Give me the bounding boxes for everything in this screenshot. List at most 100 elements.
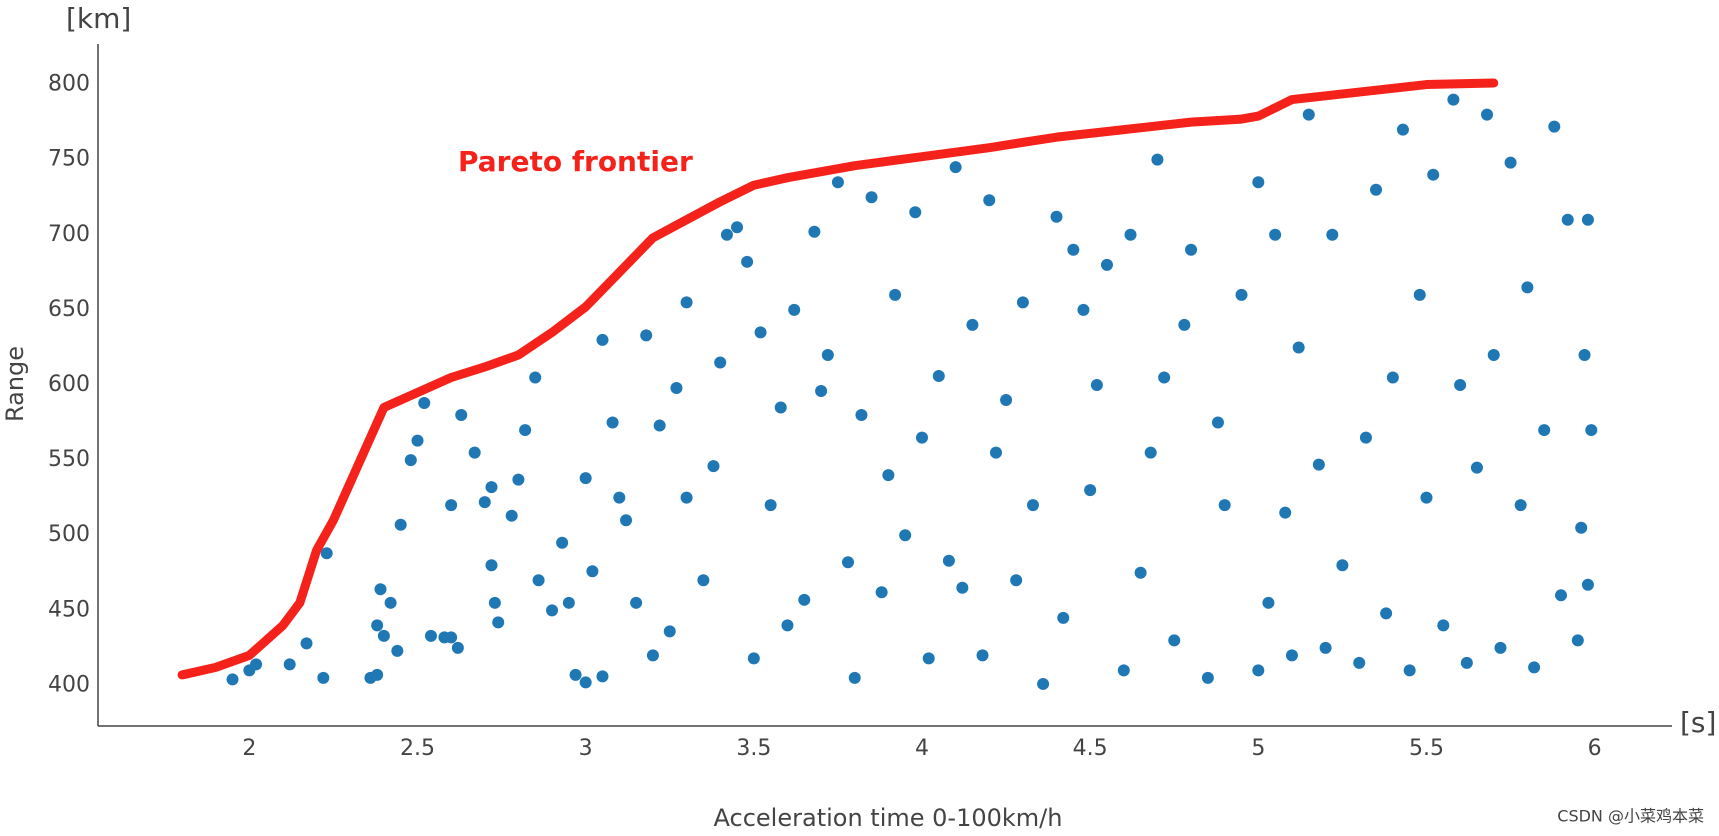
point (942, 554, 955, 567)
point (1581, 213, 1594, 226)
point (1447, 93, 1460, 106)
point (1151, 153, 1164, 166)
point (391, 644, 404, 657)
point (404, 454, 417, 467)
point (788, 303, 801, 316)
point (899, 529, 912, 542)
point (1050, 210, 1063, 223)
point (798, 593, 811, 606)
y-axis-label: Range (1, 346, 29, 422)
point (697, 574, 710, 587)
point (1016, 296, 1029, 309)
point (855, 409, 868, 422)
x-unit: [s] (1680, 706, 1716, 739)
y-tick-label: 500 (48, 522, 90, 547)
x-tick-label: 6 (1588, 736, 1602, 761)
point (774, 401, 787, 414)
point (562, 596, 575, 609)
point (1292, 341, 1305, 354)
point (1158, 371, 1171, 384)
point (1090, 379, 1103, 391)
point (579, 472, 592, 485)
point (606, 416, 619, 429)
point (1386, 371, 1399, 384)
point (374, 583, 387, 596)
point (1437, 619, 1450, 632)
x-tick-label: 3 (579, 736, 593, 761)
y-tick-label: 450 (48, 597, 90, 622)
point (1312, 458, 1325, 471)
frontier-line (177, 78, 1499, 680)
point (1211, 416, 1224, 429)
point (529, 371, 542, 384)
point (1326, 228, 1339, 241)
point (1185, 243, 1198, 256)
point (653, 419, 666, 432)
point (596, 333, 609, 346)
y-tick-label: 750 (48, 147, 90, 172)
point (1252, 176, 1265, 189)
x-tick-label: 4.5 (1073, 736, 1108, 761)
point (371, 668, 384, 681)
point (932, 369, 945, 382)
point (1218, 499, 1231, 512)
point (865, 191, 878, 204)
point (646, 649, 659, 662)
point (512, 473, 525, 486)
point (394, 518, 407, 531)
point (831, 176, 844, 189)
point (1262, 596, 1275, 609)
x-tick-label: 5.5 (1409, 736, 1444, 761)
point (1585, 424, 1598, 437)
point (1077, 303, 1090, 316)
point (488, 596, 501, 609)
point (848, 671, 861, 684)
point (620, 514, 633, 527)
point (1460, 656, 1473, 669)
point (1144, 446, 1157, 459)
point (949, 161, 962, 174)
point (1521, 281, 1534, 294)
y-tick-label: 700 (48, 222, 90, 247)
point (1037, 677, 1050, 690)
x-tick-label: 2 (242, 736, 256, 761)
point (842, 556, 855, 569)
point (1057, 611, 1070, 624)
point (1420, 491, 1433, 504)
point (371, 619, 384, 632)
y-tick-label: 800 (48, 72, 90, 97)
watermark: CSDN @小菜鸡本菜 (1557, 807, 1704, 826)
point (1178, 318, 1191, 331)
y-tick-label: 400 (48, 672, 90, 697)
point (1413, 288, 1426, 301)
point (1359, 431, 1372, 444)
point (485, 559, 498, 572)
point (445, 631, 458, 644)
point (468, 446, 481, 459)
point (492, 616, 505, 629)
point (377, 629, 390, 642)
point (478, 496, 491, 509)
point (1010, 574, 1023, 587)
point (1575, 521, 1588, 534)
point (1470, 461, 1483, 474)
point (1252, 664, 1265, 677)
point (1403, 664, 1416, 677)
point (1487, 348, 1500, 361)
point (1124, 228, 1137, 241)
point (754, 326, 767, 339)
point (445, 499, 458, 512)
point (1454, 379, 1467, 391)
point (922, 652, 935, 665)
point (956, 581, 969, 594)
point (915, 431, 928, 444)
point (983, 194, 996, 207)
point (1427, 168, 1440, 181)
point (781, 619, 794, 632)
point (1235, 288, 1248, 301)
point (1084, 484, 1097, 497)
y-unit: [km] (66, 2, 131, 35)
point (1353, 656, 1366, 669)
point (226, 673, 239, 686)
